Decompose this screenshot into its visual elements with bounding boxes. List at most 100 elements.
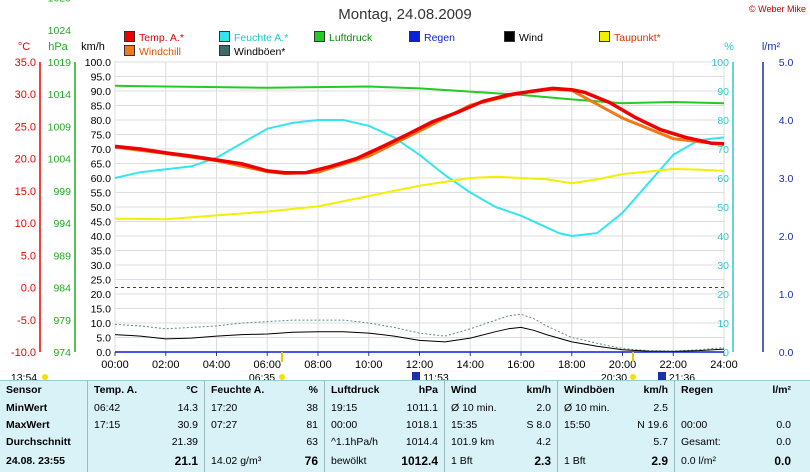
pressure-tick-label: 1009 (48, 121, 72, 133)
legend-label: Wind (519, 32, 543, 44)
legend-label: Windchill (139, 46, 182, 58)
stats-header-pressure: Luftdruck (331, 384, 380, 396)
temp-tick-label: 30.0 (15, 89, 36, 101)
sun-marker-icon (42, 374, 48, 380)
stats-current-wind: 2.3 (534, 454, 551, 468)
stats-cell: 1018.1 (405, 419, 438, 431)
stats-col-wind: Wind km/h Ø 10 min. 2.0 15:35 S 8.0 101.… (445, 381, 558, 472)
stats-cell: 15:50 (564, 419, 591, 431)
wind-tick-label: 25.0 (91, 275, 112, 287)
legend-label: Luftdruck (329, 32, 373, 44)
stats-cell: 17:20 (211, 402, 238, 414)
stats-current-temp: 21.1 (174, 454, 198, 468)
stats-cell: 1 Bft (451, 455, 473, 467)
x-tick-label: 04:00 (203, 359, 231, 371)
temp-tick-label: 15.0 (15, 186, 36, 198)
stats-cell: 07:27 (211, 419, 238, 431)
time-marker-label: 11:53 (423, 372, 449, 380)
temp-tick-label: 35.0 (15, 57, 36, 69)
weather-chart: 00:00 02:00 04:00 06:00 08:00 10:00 12:00 14:00… (11, 0, 794, 380)
wind-tick-label: 70.0 (91, 144, 112, 156)
legend-item: Taupunkt* (599, 31, 661, 44)
moon-marker-icon (658, 372, 666, 380)
temp-unit-label: °C (18, 41, 30, 53)
wind-tick-label: 15.0 (91, 304, 112, 316)
x-tick-label: 18:00 (558, 359, 586, 371)
wind-tick-label: 65.0 (91, 159, 112, 171)
time-marker-label: 21:36 (669, 372, 695, 380)
stats-cell: 5.7 (653, 436, 668, 448)
wind-tick-label: 55.0 (91, 188, 112, 200)
x-tick-label: 12:00 (406, 359, 434, 371)
legend-item: Temp. A.* (124, 31, 184, 44)
stats-cell: 2.5 (653, 402, 668, 414)
pressure-tick-label: 979 (53, 315, 71, 327)
legend-swatch (219, 31, 230, 42)
stats-row-label: Durchschnitt (6, 436, 71, 448)
temp-tick-label: -10.0 (11, 347, 36, 359)
stats-header-wind: Wind (451, 384, 477, 396)
humidity-tick-label: 0 (723, 347, 729, 359)
stats-cell: N 19.6 (637, 419, 668, 431)
stats-cell: 2.0 (536, 402, 551, 414)
stats-cell: 38 (306, 402, 318, 414)
pressure-tick-label: 984 (53, 283, 71, 295)
stats-cell: 19:15 (331, 402, 358, 414)
stats-cell: 00:00 (331, 419, 358, 431)
pressure-tick-label: 974 (53, 347, 71, 359)
wind-tick-label: 5.0 (96, 333, 111, 345)
temp-tick-label: 5.0 (21, 250, 36, 262)
x-tick-label: 22:00 (659, 359, 687, 371)
stats-current-pressure: 1012.4 (401, 454, 438, 468)
stats-row-label: MinWert (6, 402, 48, 414)
stats-cell: 0.0 (776, 419, 791, 431)
series-line-luftdruck (114, 84, 725, 105)
wind-tick-label: 0.0 (96, 347, 111, 359)
legend-swatch (314, 31, 325, 42)
wind-tick-label: 100.0 (85, 57, 111, 69)
legend-item: Wind (504, 31, 543, 44)
humidity-tick-label: 90 (717, 86, 729, 98)
stats-col-rain: Regen l/m² 00:00 0.0 Gesamt: 0.0 0.0 l/m… (675, 381, 797, 472)
stats-cell: 00:00 (681, 419, 708, 431)
legend-item: Windböen* (219, 45, 285, 58)
legend-item: Regen (409, 31, 455, 44)
legend-label: Taupunkt* (614, 32, 661, 44)
wind-tick-label: 85.0 (91, 101, 112, 113)
chart-title: Montag, 24.08.2009 (338, 6, 472, 23)
rain-tick-label: 2.0 (779, 231, 794, 243)
x-tick-label: 02:00 (152, 359, 180, 371)
temp-tick-label: 0.0 (21, 283, 36, 295)
rain-tick-label: 1.0 (779, 289, 794, 301)
stats-cell: 30.9 (177, 419, 198, 431)
humidity-tick-label: 50 (717, 202, 729, 214)
stats-cell: 14.02 g/m³ (211, 455, 262, 467)
x-tick-label: 20:00 (609, 359, 637, 371)
humidity-unit-label: % (724, 41, 734, 53)
pressure-tick-label: 999 (53, 186, 71, 198)
pressure-tick-label: 989 (53, 250, 71, 262)
stats-current-rain: 0.0 (774, 454, 791, 468)
time-marker-label: 20:30 (601, 372, 627, 380)
stats-cell: 21.39 (171, 436, 198, 448)
stats-cell: 81 (306, 419, 318, 431)
legend-item: Feuchte A.* (219, 31, 288, 44)
series-line-temp-a (114, 86, 725, 175)
wind-tick-label: 10.0 (91, 318, 112, 330)
legend-label: Windböen* (234, 46, 286, 58)
stats-col-pressure: Luftdruck hPa 19:15 1011.1 00:00 1018.1 … (325, 381, 445, 472)
stats-cell: 1011.1 (406, 402, 438, 414)
legend-item: Windchill (124, 45, 181, 58)
stats-cell: 14.3 (177, 402, 198, 414)
stats-row-label: 24.08. 23:55 (6, 455, 65, 467)
stats-table: Sensor MinWert MaxWert Durchschnitt 24.0… (0, 380, 810, 472)
stats-current-humidity: 76 (304, 454, 318, 468)
copyright-label: © Weber Mike (749, 4, 806, 14)
x-tick-label: 06:00 (253, 359, 281, 371)
stats-unit-wind: km/h (526, 384, 551, 396)
wind-tick-label: 45.0 (91, 217, 112, 229)
temp-tick-label: -5.0 (17, 315, 36, 327)
series-line-taupunkt (114, 168, 725, 221)
x-tick-label: 10:00 (355, 359, 383, 371)
x-tick-label: 08:00 (304, 359, 332, 371)
